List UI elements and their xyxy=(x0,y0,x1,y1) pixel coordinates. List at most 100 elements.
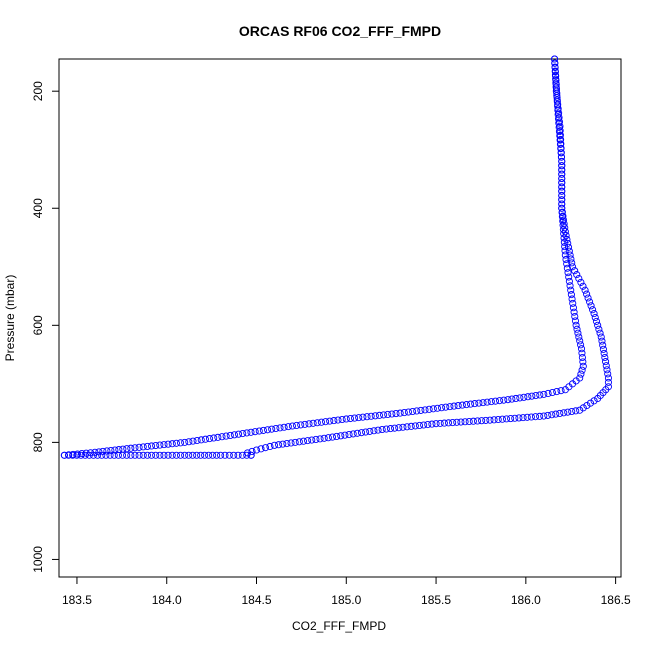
data-point xyxy=(551,55,559,63)
data-point xyxy=(571,317,579,325)
data-point xyxy=(570,308,578,316)
data-point xyxy=(602,358,610,366)
data-point xyxy=(552,410,560,418)
plot-frame xyxy=(58,58,622,578)
data-point xyxy=(516,394,524,402)
data-point xyxy=(536,391,544,399)
data-point xyxy=(603,366,611,374)
data-point xyxy=(531,413,540,421)
data-point xyxy=(594,394,602,403)
data-point xyxy=(428,420,436,428)
data-point xyxy=(461,418,469,426)
data-point xyxy=(558,213,566,221)
data-point xyxy=(168,451,176,459)
data-point xyxy=(425,405,433,413)
data-point xyxy=(251,428,259,436)
chart-title: ORCAS RF06 CO2_FFF_FMPD xyxy=(239,23,441,39)
data-point xyxy=(559,216,568,224)
data-point xyxy=(551,59,559,67)
data-point xyxy=(586,298,594,306)
data-point xyxy=(604,370,612,378)
data-point xyxy=(225,451,233,459)
data-point xyxy=(577,370,585,378)
data-point xyxy=(98,451,106,459)
data-point xyxy=(579,282,587,290)
data-point xyxy=(572,407,580,415)
data-point xyxy=(147,442,156,450)
data-point xyxy=(291,438,299,446)
data-point xyxy=(421,406,429,414)
data-point xyxy=(404,408,412,416)
data-point xyxy=(322,418,330,426)
data-point xyxy=(578,353,586,362)
data-point xyxy=(560,230,568,238)
data-point xyxy=(69,451,77,459)
data-point xyxy=(532,391,540,400)
data-point xyxy=(556,127,564,135)
data-point xyxy=(600,349,608,357)
x-tick-label: 185.0 xyxy=(331,593,361,607)
data-point xyxy=(528,392,536,400)
data-point xyxy=(349,430,357,438)
data-point xyxy=(446,403,454,411)
data-point xyxy=(560,234,568,242)
data-point xyxy=(247,428,255,436)
data-point xyxy=(413,407,421,415)
data-point xyxy=(558,170,566,178)
data-point xyxy=(558,174,566,183)
data-point xyxy=(168,440,176,448)
data-point xyxy=(201,451,209,459)
data-point xyxy=(556,122,564,130)
data-point xyxy=(230,431,238,439)
data-point xyxy=(363,413,371,421)
data-point xyxy=(181,438,189,446)
data-point xyxy=(247,451,255,459)
data-point xyxy=(301,420,309,428)
data-point xyxy=(520,393,528,401)
data-point xyxy=(115,446,123,454)
data-point xyxy=(362,428,370,436)
data-point xyxy=(143,451,151,459)
data-point xyxy=(366,427,374,435)
data-point xyxy=(107,446,115,455)
data-point xyxy=(568,259,576,267)
data-point xyxy=(218,433,226,441)
data-point xyxy=(440,419,448,427)
data-point xyxy=(554,115,563,123)
data-point xyxy=(380,411,388,419)
x-tick-label: 184.0 xyxy=(152,593,182,607)
data-point xyxy=(475,399,483,407)
data-point xyxy=(544,389,552,398)
data-point xyxy=(469,417,477,425)
data-point xyxy=(567,291,575,299)
data-point xyxy=(160,441,168,449)
data-point xyxy=(395,424,403,432)
data-point xyxy=(164,440,172,448)
data-point xyxy=(486,416,494,424)
data-point xyxy=(586,399,595,407)
data-point xyxy=(563,260,571,268)
data-point xyxy=(392,410,400,418)
data-point xyxy=(558,187,566,195)
data-point xyxy=(276,424,284,432)
data-point xyxy=(433,404,441,412)
data-point xyxy=(288,422,296,430)
data-point xyxy=(557,153,565,161)
y-tick-label: 600 xyxy=(31,315,45,335)
data-point xyxy=(500,396,508,404)
data-point xyxy=(417,406,425,414)
data-point xyxy=(479,399,487,407)
y-tick-label: 200 xyxy=(31,81,45,101)
data-point xyxy=(595,325,603,333)
data-point xyxy=(152,451,160,459)
data-point xyxy=(558,183,566,191)
data-point xyxy=(337,432,345,440)
data-point xyxy=(411,422,419,430)
data-point xyxy=(432,420,440,428)
data-point xyxy=(280,423,288,431)
x-tick-label: 183.5 xyxy=(62,593,92,607)
data-point xyxy=(135,451,143,459)
data-point xyxy=(330,417,338,425)
data-point xyxy=(581,286,589,294)
